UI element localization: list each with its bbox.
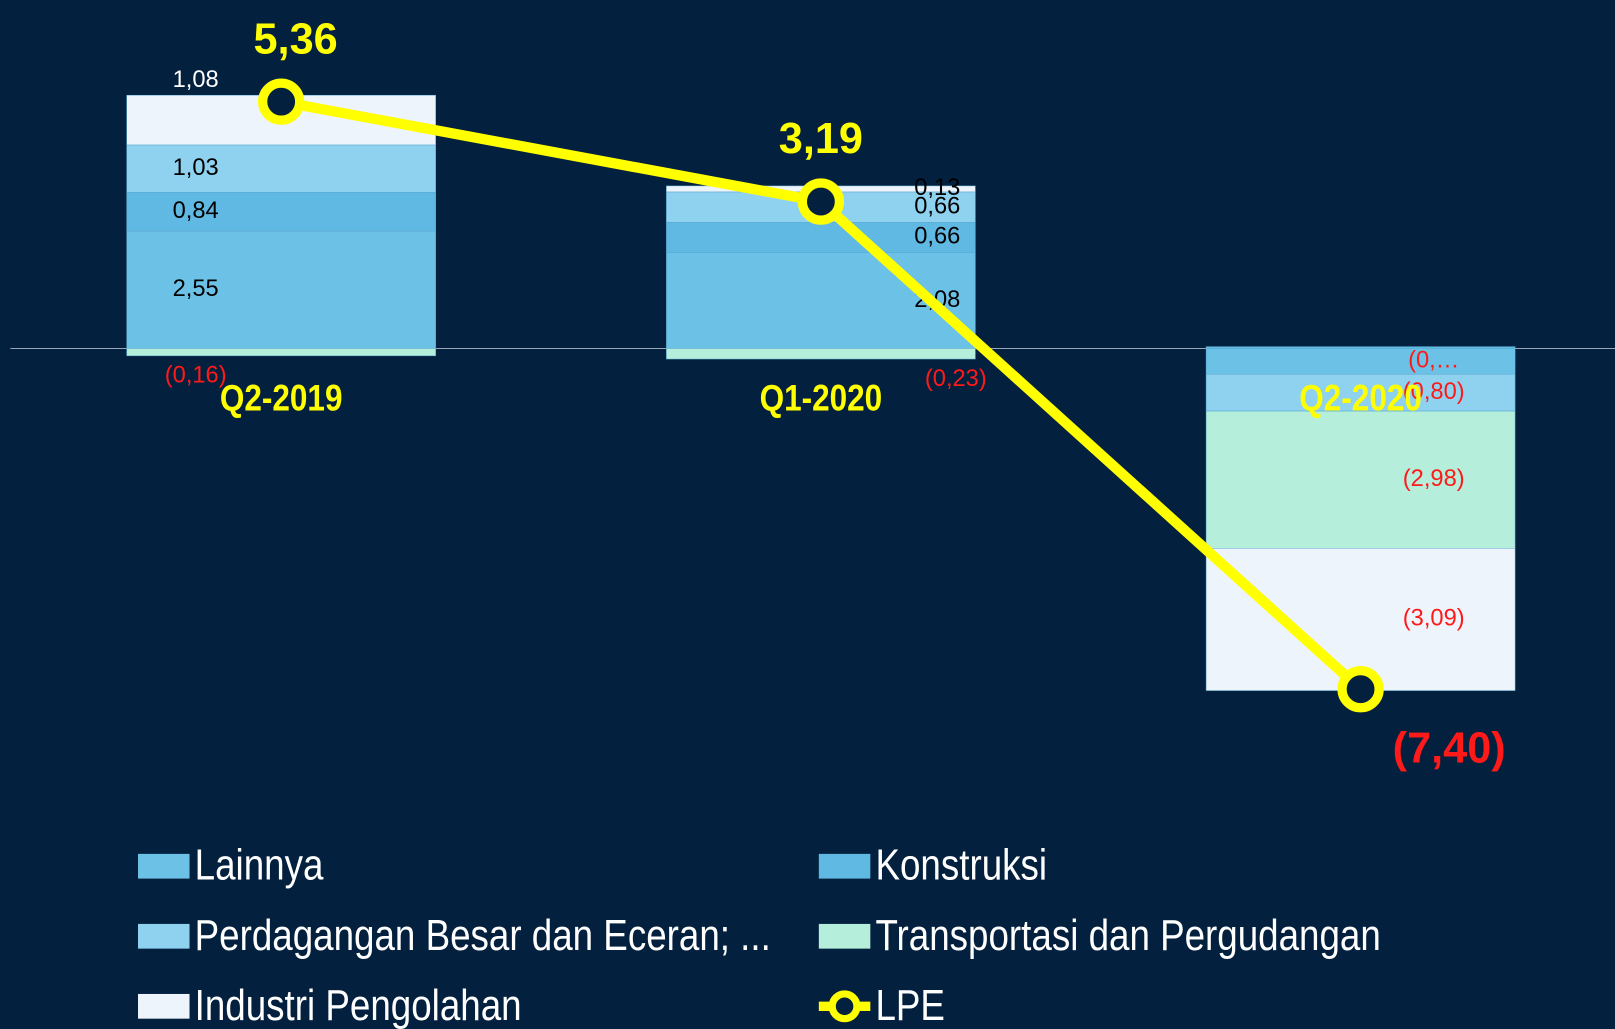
- bar-segment: [126, 348, 436, 357]
- legend-item: Industri Pengolahan: [138, 981, 522, 1029]
- bar-segment: [1205, 410, 1516, 549]
- data-label: (0,23): [925, 366, 987, 392]
- data-label: 0,84: [173, 198, 219, 224]
- line-marker: [797, 178, 845, 225]
- data-label: 1,08: [173, 67, 219, 93]
- legend-swatch: [818, 923, 871, 949]
- bar-segment: [126, 192, 436, 232]
- data-label: 0,66: [914, 193, 960, 219]
- legend-item: Lainnya: [138, 841, 324, 889]
- line-label: 3,19: [779, 115, 863, 163]
- line-label: 5,36: [254, 15, 338, 63]
- x-tick-label: Q1-2020: [760, 378, 883, 419]
- legend-label: LPE: [875, 981, 944, 1029]
- legend-swatch: [138, 993, 190, 1019]
- line-label: (7,40): [1393, 724, 1506, 772]
- bar-segment: [1205, 373, 1516, 412]
- legend-item: Transportasi dan Pergudangan: [818, 911, 1381, 959]
- data-label: 0,13: [914, 175, 960, 201]
- data-label: (3,09): [1403, 606, 1465, 632]
- bar-segment: [1205, 346, 1516, 349]
- legend-item: Perdagangan Besar dan Eceran; ...: [138, 911, 771, 959]
- legend-label: Lainnya: [195, 841, 324, 889]
- x-tick-label: Q2-2019: [220, 378, 343, 419]
- legend-label: Industri Pengolahan: [195, 981, 522, 1029]
- data-label: 2,55: [173, 276, 219, 302]
- legend-swatch: [818, 853, 871, 879]
- legend-swatch: [828, 990, 861, 1023]
- data-label: (0,…: [1408, 348, 1459, 374]
- legend-swatch: [138, 923, 190, 949]
- line-marker: [1337, 666, 1384, 713]
- bar-segment: [126, 144, 436, 193]
- bar-segment: [1205, 348, 1516, 375]
- legend-label: Transportasi dan Pergudangan: [875, 911, 1380, 959]
- data-label: 1,03: [173, 155, 219, 181]
- data-label: (2,98): [1403, 466, 1465, 492]
- x-tick-label: Q2-2020: [1299, 378, 1422, 419]
- data-label: (0,80): [1403, 379, 1465, 405]
- line-marker: [258, 78, 305, 125]
- legend-label: Konstruksi: [875, 841, 1047, 889]
- legend-label: Perdagangan Besar dan Eceran; ...: [195, 911, 771, 959]
- legend-item: Konstruksi: [818, 841, 1047, 889]
- legend-item: LPE: [818, 981, 945, 1029]
- data-label: 0,66: [914, 224, 960, 250]
- data-label: (0,16): [165, 363, 227, 389]
- bar-segment: [666, 222, 976, 253]
- bar-segment: [666, 348, 976, 360]
- legend-swatch: [138, 853, 190, 879]
